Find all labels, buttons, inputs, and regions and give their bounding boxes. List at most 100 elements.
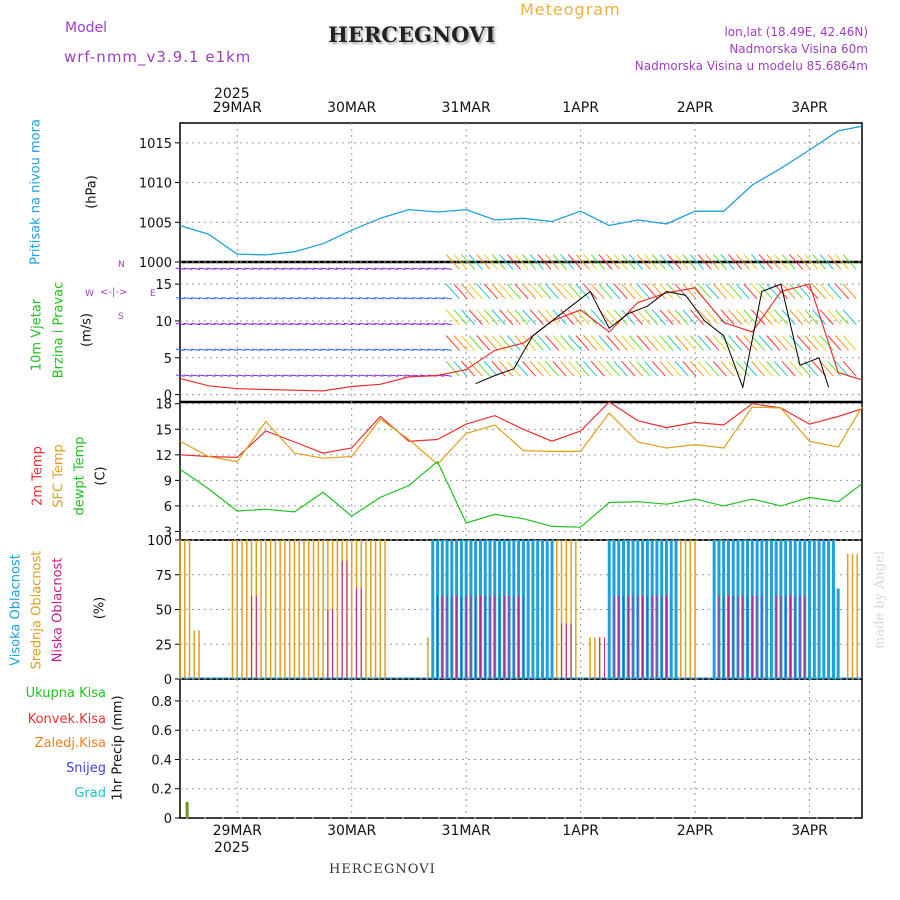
wind-barb: [274, 374, 285, 377]
precip-legend-total: Ukupna Kisa: [25, 686, 106, 701]
wind-barb: [229, 267, 239, 270]
wind-barb: [404, 348, 414, 351]
wind-barb: [743, 254, 758, 270]
wind-barb: [827, 360, 842, 377]
wind-barb: [712, 283, 727, 300]
wind-barb: [366, 374, 376, 377]
wind-barb: [682, 360, 697, 377]
temp-ylabel-3: dewpt Temp: [72, 436, 88, 516]
wind-barb: [191, 267, 201, 270]
wind-barb: [419, 322, 430, 326]
y-tick-label: 6: [164, 500, 172, 515]
elevation-label: Nadmorska Visina 60m: [729, 42, 868, 56]
wind-barb: [259, 322, 269, 326]
wind-barb: [628, 283, 643, 300]
wind-barb: [290, 267, 300, 270]
wind-barb: [183, 267, 193, 270]
wind-barb: [267, 348, 277, 351]
wind-barb: [491, 283, 506, 300]
wind-barb: [221, 297, 231, 300]
wind-barb: [244, 322, 254, 326]
wind-barb: [842, 309, 857, 325]
wind-barb: [819, 360, 834, 377]
wind-barb: [789, 360, 804, 377]
wind-barb: [789, 283, 804, 300]
wind-barb: [728, 254, 743, 270]
wind-barb: [781, 335, 796, 351]
wind-barb: [297, 297, 307, 300]
model-elevation-label: Nadmorska Visina u modelu 85.6864m: [634, 59, 868, 73]
precip-legend-convective: Konvek.Kisa: [27, 712, 106, 727]
wind-barb: [499, 360, 514, 377]
wind-barb: [389, 322, 399, 326]
wind-barb: [606, 360, 621, 377]
wind-barb: [789, 309, 804, 325]
wind-barb: [404, 322, 414, 326]
top-day-label: 3APR: [791, 100, 828, 116]
wind-barb: [751, 283, 766, 300]
wind-barb: [827, 309, 842, 325]
wind-barb: [442, 374, 452, 377]
y-tick-label: 1005: [139, 216, 172, 231]
wind-barb: [313, 297, 323, 300]
wind-barb: [789, 254, 804, 270]
wind-barb: [567, 283, 582, 300]
wind-barb: [381, 297, 391, 300]
watermark: made by Angel: [872, 551, 888, 649]
wind-barb: [442, 348, 452, 351]
wind-barb: [598, 254, 613, 270]
wind-barb: [667, 335, 682, 351]
top-day-label: 1APR: [562, 100, 599, 116]
wind-barb: [598, 335, 613, 351]
wind-barb: [682, 283, 697, 300]
wind-barb: [552, 360, 567, 377]
wind-barb: [636, 309, 651, 325]
wind-barb: [598, 283, 613, 300]
wind-unit: (m/s): [79, 313, 95, 347]
wind-barb: [712, 254, 727, 270]
y-tick-label: 5: [164, 352, 172, 367]
wind-barb: [343, 267, 353, 270]
wind-barb: [773, 360, 788, 377]
wind-barb: [461, 335, 476, 351]
wind-barb: [320, 348, 330, 351]
wind-barb: [206, 348, 216, 351]
wind-barb: [705, 309, 720, 325]
wind-barb: [781, 254, 796, 270]
y-tick-label: 9: [164, 474, 172, 489]
wind-barb: [804, 254, 819, 270]
wind-barb: [351, 297, 361, 300]
wind-barb: [427, 322, 437, 326]
wind-barb: [697, 283, 712, 300]
wind-barb: [468, 283, 483, 300]
wind-ylabel-1: 10m Vjetar: [29, 298, 45, 372]
wind-barb: [735, 254, 750, 270]
wind-barb: [728, 335, 743, 351]
wind-barb: [461, 309, 476, 325]
wind-barb: [305, 322, 315, 326]
wind-barb: [544, 254, 560, 270]
wind-barb: [412, 348, 422, 351]
wind-barb: [351, 348, 361, 351]
product-title: Meteogram: [520, 0, 621, 19]
wind-barb: [628, 254, 643, 270]
wind-barb: [606, 254, 621, 270]
wind-barb: [705, 335, 720, 351]
year-label-top: 2025: [214, 86, 250, 102]
wind-barb: [766, 254, 781, 270]
wind-barb: [229, 322, 239, 326]
y-tick-label: 0.4: [151, 753, 172, 768]
wind-barb: [514, 254, 529, 270]
wind-barb: [644, 335, 659, 351]
wind-ylabel-2: Brzina i Pravac: [51, 281, 67, 379]
wind-barb: [358, 348, 368, 351]
bottom-day-label: 30MAR: [327, 823, 377, 839]
precip-frame: [179, 678, 863, 819]
top-day-label: 30MAR: [327, 100, 377, 116]
wind-barb: [712, 335, 727, 351]
wind-barb: [419, 348, 430, 351]
wind-barb: [351, 374, 361, 377]
wind-speed-line: [179, 283, 863, 392]
wind-barb: [827, 335, 842, 351]
wind-barb: [705, 254, 720, 270]
